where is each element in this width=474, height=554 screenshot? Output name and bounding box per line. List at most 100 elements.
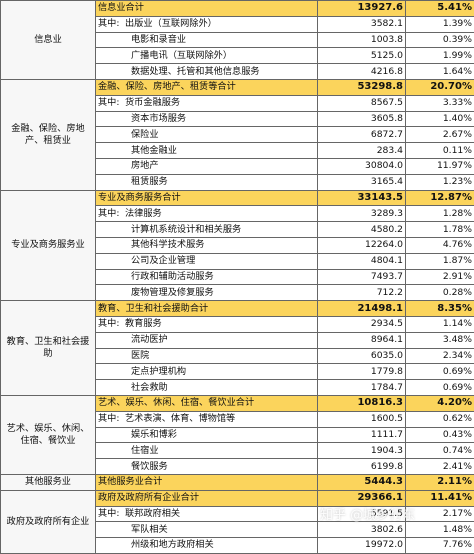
item-value: 4580.2 [318, 222, 406, 238]
total-value: 33143.5 [318, 190, 406, 206]
item-percentage: 1.40% [406, 111, 474, 127]
total-value: 21498.1 [318, 301, 406, 317]
item-value: 1784.7 [318, 380, 406, 396]
item-value: 8567.5 [318, 95, 406, 111]
item-value: 8964.1 [318, 332, 406, 348]
item-cell: 计算机系统设计和相关服务 [96, 222, 318, 238]
item-value: 7493.7 [318, 269, 406, 285]
item-name: 租赁服务 [131, 176, 168, 187]
section-label: 金融、保险、房地产、租赁业 [1, 79, 96, 190]
item-name: 公司及企业管理 [131, 255, 195, 266]
item-name: 资本市场服务 [131, 113, 186, 124]
item-cell: 定点护理机构 [96, 364, 318, 380]
item-cell: 数据处理、托管和其他信息服务 [96, 64, 318, 80]
section-label: 政府及政府所有企业 [1, 490, 96, 553]
item-cell: 医院 [96, 348, 318, 364]
item-value: 3605.8 [318, 111, 406, 127]
total-item-name: 专业及商务服务合计 [96, 190, 318, 206]
item-cell: 住宿业 [96, 443, 318, 459]
item-percentage: 2.34% [406, 348, 474, 364]
total-value: 53298.8 [318, 79, 406, 95]
total-item-name: 其他服务业合计 [96, 474, 318, 490]
item-cell: 公司及企业管理 [96, 253, 318, 269]
item-percentage: 1.48% [406, 522, 474, 538]
total-item-name: 政府及政府所有企业合计 [96, 490, 318, 506]
item-percentage: 1.23% [406, 174, 474, 190]
section-label: 信息业 [1, 1, 96, 80]
item-name: 娱乐和博彩 [131, 429, 177, 440]
item-value: 1003.8 [318, 32, 406, 48]
item-percentage: 0.11% [406, 143, 474, 159]
item-value: 2934.5 [318, 316, 406, 332]
item-percentage: 7.76% [406, 538, 474, 554]
item-value: 19972.0 [318, 538, 406, 554]
item-cell: 其中:货币金融服务 [96, 95, 318, 111]
item-percentage: 0.69% [406, 380, 474, 396]
item-cell: 保险业 [96, 127, 318, 143]
item-percentage: 0.39% [406, 32, 474, 48]
item-cell: 广播电讯（互联网除外） [96, 48, 318, 64]
item-percentage: 1.64% [406, 64, 474, 80]
total-value: 5444.3 [318, 474, 406, 490]
item-percentage: 4.76% [406, 237, 474, 253]
item-value: 5591.5 [318, 506, 406, 522]
item-name: 计算机系统设计和相关服务 [131, 224, 241, 235]
item-cell: 其他金融业 [96, 143, 318, 159]
item-cell: 其中:法律服务 [96, 206, 318, 222]
item-cell: 娱乐和博彩 [96, 427, 318, 443]
item-prefix: 其中: [98, 18, 125, 30]
item-value: 6035.0 [318, 348, 406, 364]
item-value: 5125.0 [318, 48, 406, 64]
item-percentage: 1.99% [406, 48, 474, 64]
item-name: 军队相关 [131, 524, 168, 535]
item-cell: 餐饮服务 [96, 459, 318, 475]
item-name: 电影和录音业 [131, 34, 186, 45]
item-value: 30804.0 [318, 158, 406, 174]
item-name: 法律服务 [125, 208, 162, 219]
item-value: 3802.6 [318, 522, 406, 538]
item-name: 餐饮服务 [131, 461, 168, 472]
item-percentage: 1.78% [406, 222, 474, 238]
item-name: 数据处理、托管和其他信息服务 [131, 66, 260, 77]
item-name: 房地产 [131, 160, 159, 171]
item-value: 1111.7 [318, 427, 406, 443]
item-name: 其他金融业 [131, 145, 177, 156]
item-name: 保险业 [131, 129, 159, 140]
item-name: 货币金融服务 [125, 97, 180, 108]
item-value: 3289.3 [318, 206, 406, 222]
item-percentage: 0.74% [406, 443, 474, 459]
item-name: 行政和辅助活动服务 [131, 271, 214, 282]
item-value: 1600.5 [318, 411, 406, 427]
item-value: 1904.3 [318, 443, 406, 459]
total-percentage: 20.70% [406, 79, 474, 95]
item-value: 283.4 [318, 143, 406, 159]
item-value: 712.2 [318, 285, 406, 301]
item-value: 1779.8 [318, 364, 406, 380]
item-cell: 废物管理及修复服务 [96, 285, 318, 301]
item-cell: 资本市场服务 [96, 111, 318, 127]
item-name: 联邦政府相关 [125, 508, 180, 519]
item-prefix: 其中: [98, 413, 125, 425]
item-name: 出版业（互联网除外） [125, 18, 217, 29]
item-prefix: 其中: [98, 318, 125, 330]
item-name: 废物管理及修复服务 [131, 287, 214, 298]
total-percentage: 11.41% [406, 490, 474, 506]
item-percentage: 2.91% [406, 269, 474, 285]
item-percentage: 1.87% [406, 253, 474, 269]
item-name: 其他科学技术服务 [131, 239, 205, 250]
item-percentage: 0.43% [406, 427, 474, 443]
total-value: 29366.1 [318, 490, 406, 506]
total-percentage: 8.35% [406, 301, 474, 317]
item-name: 住宿业 [131, 445, 159, 456]
total-item-name: 信息业合计 [96, 1, 318, 17]
item-value: 6872.7 [318, 127, 406, 143]
item-prefix: 其中: [98, 208, 125, 220]
